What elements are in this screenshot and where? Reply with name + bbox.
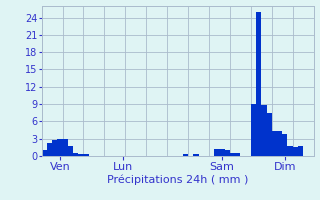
Bar [220, 149, 225, 156]
Bar [261, 105, 267, 156]
X-axis label: Précipitations 24h ( mm ): Précipitations 24h ( mm ) [107, 174, 248, 185]
Bar [183, 154, 188, 156]
Bar [68, 146, 73, 156]
Bar [193, 154, 198, 156]
Bar [214, 148, 220, 156]
Bar [73, 153, 78, 156]
Bar [282, 134, 287, 156]
Bar [47, 143, 52, 156]
Bar [251, 104, 256, 156]
Bar [235, 153, 240, 156]
Bar [62, 139, 68, 156]
Bar [267, 113, 272, 156]
Bar [42, 150, 47, 156]
Bar [52, 140, 57, 156]
Bar [277, 131, 282, 156]
Bar [287, 146, 293, 156]
Bar [230, 153, 235, 156]
Bar [225, 150, 230, 156]
Bar [84, 154, 89, 156]
Bar [78, 154, 84, 156]
Bar [272, 131, 277, 156]
Bar [57, 139, 62, 156]
Bar [256, 12, 261, 156]
Bar [298, 146, 303, 156]
Bar [293, 147, 298, 156]
